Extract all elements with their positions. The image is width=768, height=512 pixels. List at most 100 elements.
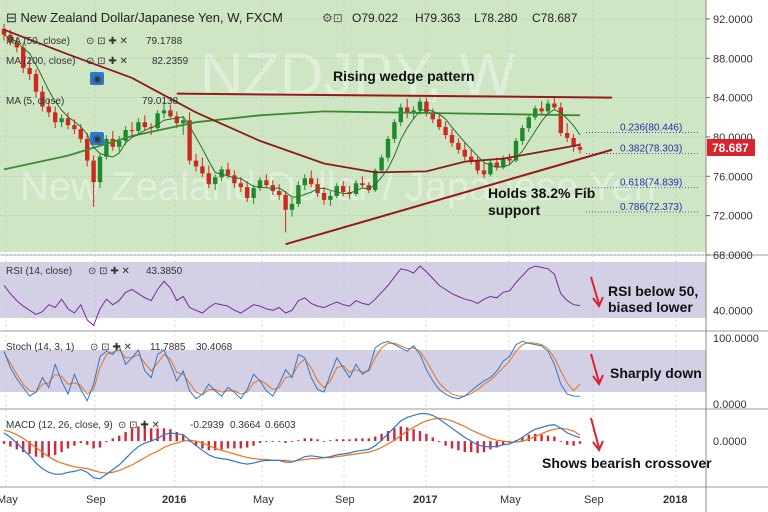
macd-histogram-bar [182, 434, 185, 442]
candle-body [110, 138, 115, 147]
stoch-tick-label: 100.0000 [713, 333, 759, 345]
ma50-label[interactable]: MA (50, close) [6, 36, 70, 47]
macd-line [3, 413, 581, 480]
macd-histogram-bar [406, 427, 409, 442]
candle-body [443, 127, 448, 135]
time-tick-label: 2018 [663, 494, 687, 506]
macd-histogram-bar [86, 441, 89, 445]
fib-annotation-line2: support [488, 202, 540, 218]
rsi-label[interactable]: RSI (14, close) [6, 266, 72, 277]
ma5-label[interactable]: MA (5, close) [6, 96, 64, 107]
macd-histogram-bar [252, 441, 255, 446]
candle-body [168, 110, 173, 117]
ma200-value: 82.2359 [152, 56, 189, 67]
macd-histogram-bar [489, 441, 492, 450]
stoch-k-line [3, 340, 581, 402]
stoch-tick-label: 0.0000 [713, 399, 747, 411]
macd-histogram-bar [137, 426, 140, 442]
stoch-label[interactable]: Stoch (14, 3, 1) [6, 342, 74, 353]
eye-icon-glyph: ◉ [93, 134, 102, 145]
candle-body [494, 162, 499, 168]
macd-histogram-bar [502, 441, 505, 445]
candle-body [225, 169, 231, 176]
macd-histogram-bar [393, 428, 396, 442]
macd-histogram-bar [15, 441, 18, 450]
candle-body [277, 191, 282, 195]
candle-body [174, 116, 179, 124]
wedge-annotation: Rising wedge pattern [333, 68, 475, 84]
candle-body [123, 130, 128, 141]
indicator-controls-icon[interactable]: ⊙ ⊡ ✚ ✕ [88, 266, 130, 277]
candle-body [193, 160, 199, 167]
ma5-value: 79.0138 [142, 96, 179, 107]
price-layer: 0.236(80.446) 0.382(78.303) 0.618(74.839) 0… [1, 23, 700, 246]
indicator-controls-icon[interactable]: ⊙ ⊡ ✚ ✕ [86, 56, 128, 67]
candle-body [513, 140, 519, 161]
candle-body [398, 107, 403, 123]
macd-histogram-bar [175, 431, 178, 442]
price-pane-background [0, 0, 706, 252]
fib-level-label: 0.786(72.373) [620, 202, 682, 213]
down-arrow-head-icon [592, 374, 604, 386]
candle-body [456, 142, 461, 150]
time-tick-label: May [500, 494, 521, 506]
candle-body [27, 68, 32, 75]
macd-histogram-bar [303, 438, 306, 442]
collapse-icon[interactable]: ⊟ [6, 10, 21, 25]
macd-histogram-bar [105, 441, 108, 443]
price-tick-label: 68.0000 [713, 250, 753, 262]
macd-histogram-bar [412, 429, 415, 442]
macd-label[interactable]: MACD (12, 26, close, 9) [6, 420, 113, 431]
macd-histogram-bar [28, 441, 31, 454]
rsi-tick-label: 40.0000 [713, 305, 753, 317]
signal-value: 0.6603 [265, 420, 296, 431]
candle-body [46, 106, 51, 113]
indicator-controls-icon[interactable]: ⊙ ⊡ ✚ ✕ [86, 36, 128, 47]
macd-histogram-bar [354, 438, 358, 442]
macd-histogram-bar [310, 438, 313, 442]
chart-title: ⊟ New Zealand Dollar/Japanese Yen, W, FX… [6, 10, 283, 25]
macd-histogram-bar [450, 441, 454, 449]
candle-body [33, 74, 39, 92]
candle-body [302, 178, 307, 186]
macd-histogram-bar [361, 438, 364, 442]
stoch-annotation: Sharply down [610, 365, 702, 381]
eye-icon[interactable] [90, 72, 104, 85]
indicator-controls-icon[interactable]: ⊙ ⊡ ✚ ✕ [118, 420, 160, 431]
candle-body [373, 170, 378, 191]
macd-histogram-bar [214, 441, 217, 451]
ohlc-open: O79.022 [352, 11, 398, 25]
settings-icon[interactable]: ⚙⊡ [322, 11, 343, 25]
macd-hist-value: -0.2939 [190, 420, 224, 431]
candle-body [53, 112, 58, 123]
macd-histogram-bar [220, 441, 223, 450]
ohlc-high: H79.363 [415, 11, 461, 25]
ma200-label[interactable]: MA (200, close) [6, 56, 75, 67]
macd-value: 0.3664 [230, 420, 261, 431]
candle-body [136, 122, 141, 132]
macd-histogram-bar [124, 431, 127, 442]
macd-histogram-bar [278, 441, 281, 442]
candle-body [161, 110, 167, 114]
indicator-controls-icon[interactable]: ⊙ ⊡ ✚ ✕ [90, 342, 132, 353]
price-tick-label: 84.0000 [713, 93, 753, 105]
candle-body [245, 187, 250, 198]
macd-histogram-bar [540, 434, 543, 442]
candle-body [78, 129, 83, 139]
candle-body [385, 138, 391, 158]
macd-histogram-bar [92, 441, 95, 449]
last-price-tag [707, 139, 755, 156]
time-tick-label: Sep [335, 494, 355, 506]
macd-histogram-bar [380, 433, 383, 442]
candle-body [238, 183, 243, 188]
candle-body [232, 175, 237, 184]
candle-body [213, 177, 218, 185]
macd-histogram-bar [246, 441, 249, 448]
candle-body [97, 156, 103, 183]
eye-icon[interactable] [90, 132, 104, 145]
fib-level-label: 0.236(80.446) [620, 123, 682, 134]
candle-body [181, 120, 186, 124]
macd-histogram-bar [444, 441, 447, 446]
macd-histogram-bar [521, 437, 524, 442]
macd-histogram-bar [156, 428, 159, 442]
